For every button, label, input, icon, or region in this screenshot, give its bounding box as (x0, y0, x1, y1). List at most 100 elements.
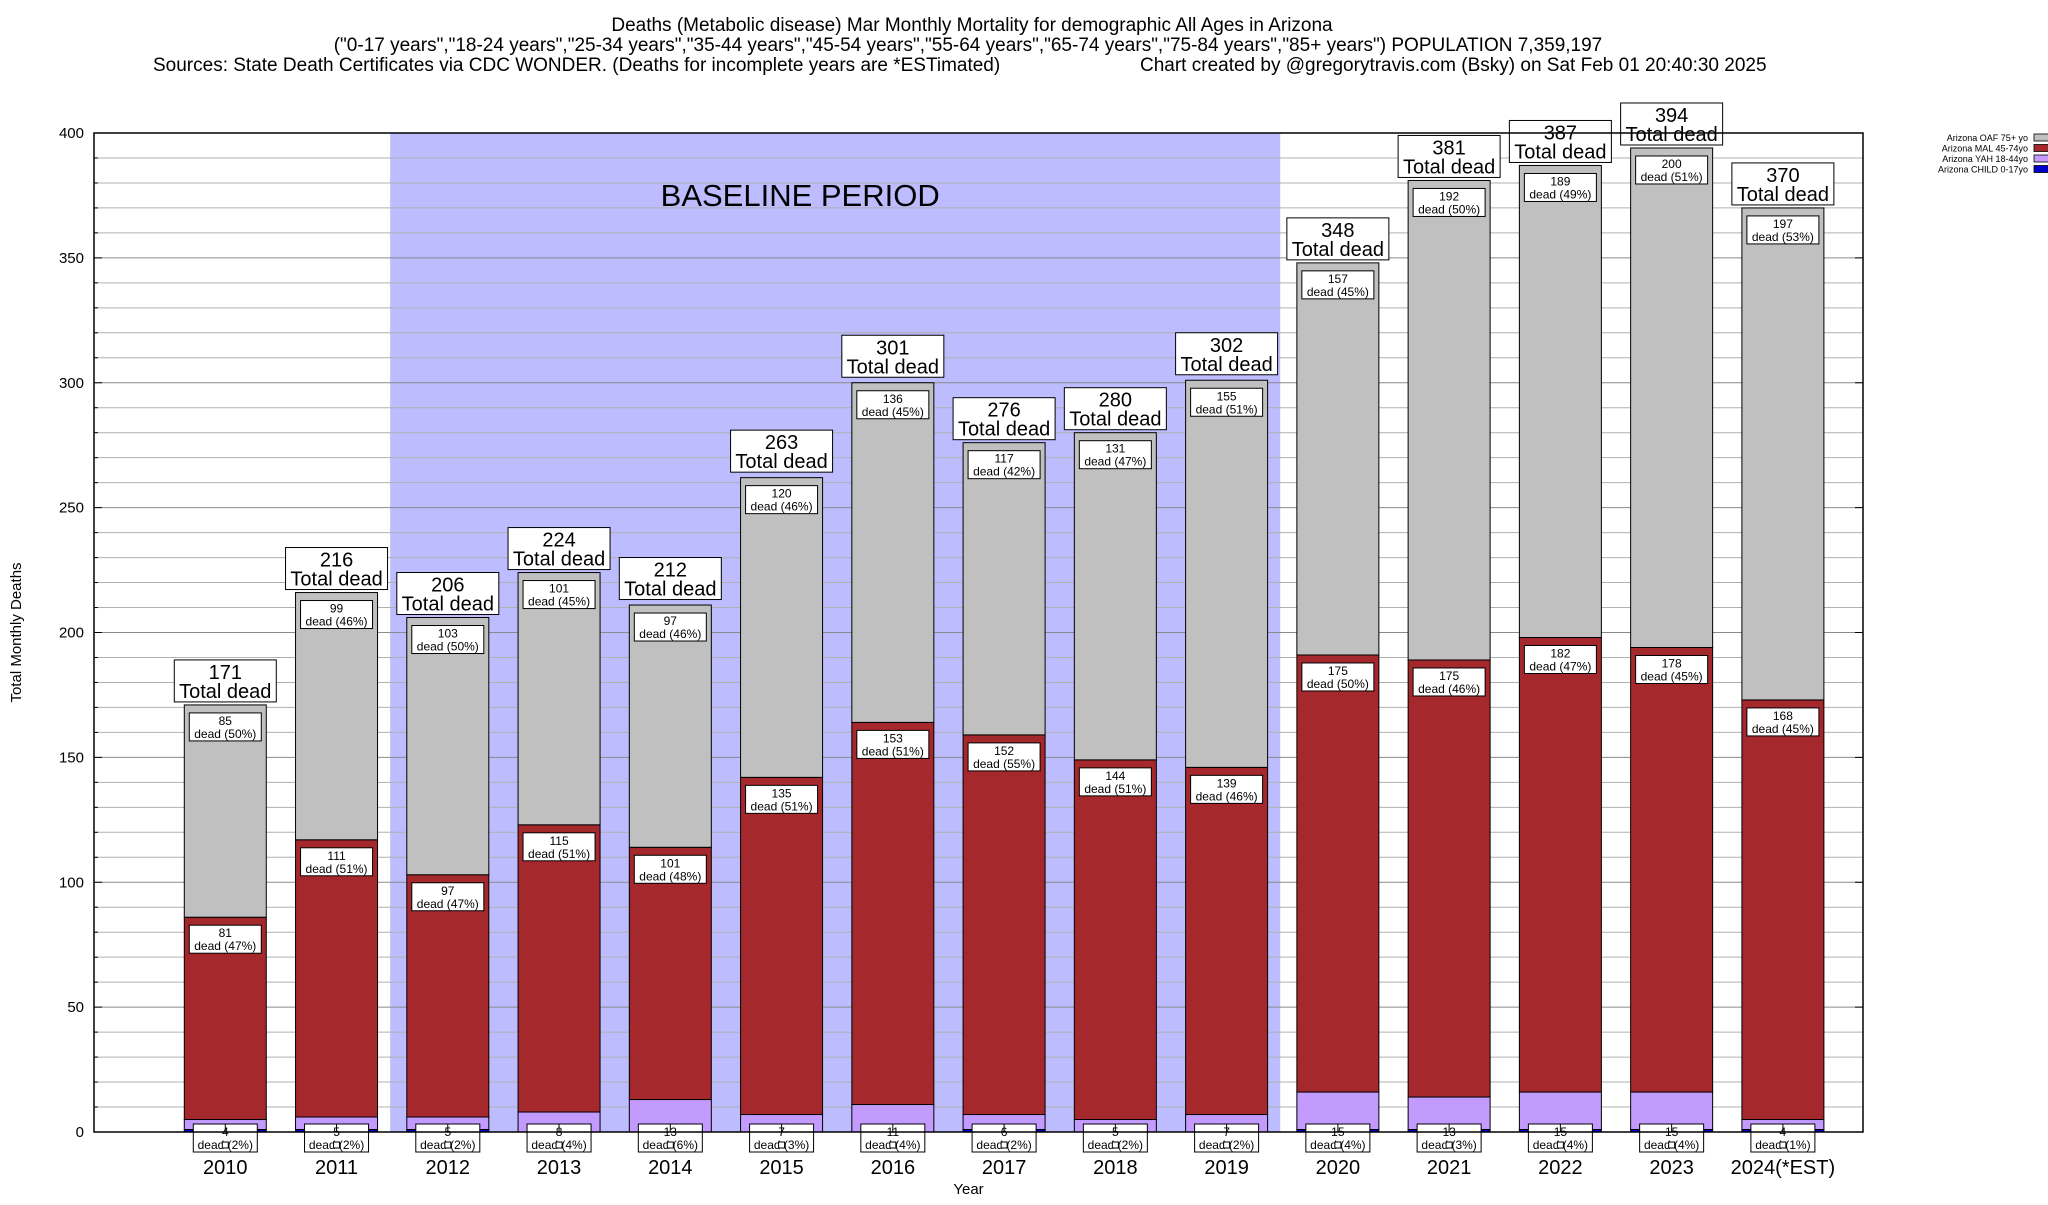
total-label-suffix: Total dead (1292, 239, 1384, 261)
label-child-marker (221, 1141, 229, 1149)
label-child-marker (1668, 1141, 1676, 1149)
total-label-box (173, 659, 277, 703)
label-mal-pct: dead (51%) (306, 862, 368, 876)
x-tick-label: 2024(*EST) (1731, 1157, 1836, 1179)
x-tick-label: 2017 (982, 1157, 1027, 1179)
total-label-suffix: Total dead (1069, 409, 1161, 431)
total-label-box (1286, 217, 1390, 261)
label-oaf-box (967, 450, 1041, 480)
label-oaf-box (1301, 270, 1375, 300)
total-label-suffix: Total dead (402, 594, 494, 616)
x-tick-label: 2013 (537, 1157, 582, 1179)
y-tick-label: 250 (59, 500, 84, 517)
title-line-3: Sources: State Death Certificates via CD… (153, 55, 1000, 76)
bar-segment-2 (406, 874, 490, 1118)
bar-segment-3 (1407, 179, 1491, 661)
bar-segment-2 (1073, 759, 1157, 1121)
bar-segment-2 (851, 721, 935, 1106)
label-oaf-pct: dead (42%) (973, 465, 1035, 479)
y-tick-label: 400 (59, 125, 84, 142)
label-mal-pct: dead (50%) (1307, 677, 1369, 691)
label-mal-pct: dead (47%) (194, 939, 256, 953)
y-tick-label: 350 (59, 250, 84, 267)
label-oaf-pct: dead (46%) (306, 615, 368, 629)
bar-segment-3 (851, 382, 935, 723)
label-oaf-pct: dead (47%) (1084, 455, 1146, 469)
label-mal-pct: dead (55%) (973, 757, 1035, 771)
label-oaf-count: 101 (549, 582, 569, 596)
label-mal-count: 97 (441, 884, 455, 898)
bar-segment-3 (740, 477, 824, 778)
bar-segment-2 (1185, 766, 1269, 1116)
x-tick-label: 2015 (759, 1157, 804, 1179)
baseline-period-label: BASELINE PERIOD (661, 178, 940, 213)
label-oaf-box (745, 485, 819, 515)
bar-segment-3 (1073, 432, 1157, 761)
total-label-suffix: Total dead (1737, 184, 1829, 206)
label-child-marker (778, 1141, 786, 1149)
bar-segment-2 (1296, 654, 1380, 1093)
y-tick-label: 300 (59, 375, 84, 392)
label-oaf-box (633, 612, 707, 642)
total-label-value: 370 (1766, 165, 1799, 187)
label-oaf-count: 120 (772, 487, 792, 501)
bar-segment-2 (1518, 636, 1602, 1093)
label-child-marker (1000, 1141, 1008, 1149)
total-label-box (507, 527, 611, 571)
label-oaf-count: 85 (219, 714, 233, 728)
y-axis-label: Total Monthly Deaths (8, 562, 25, 702)
label-oaf-count: 103 (438, 627, 458, 641)
label-oaf-count: 117 (995, 452, 1014, 466)
bar-segment-3 (1185, 379, 1269, 768)
total-label-value: 212 (654, 560, 687, 582)
label-mal-box (1301, 662, 1375, 692)
chart-title: Deaths (Metabolic disease) Mar Monthly M… (153, 15, 1767, 76)
label-mal-box (1190, 774, 1264, 804)
label-oaf-box (188, 712, 262, 742)
label-mal-count: 178 (1662, 656, 1682, 670)
x-tick-label: 2019 (1204, 1157, 1249, 1179)
total-label-box (841, 334, 945, 378)
bar-segment-2 (962, 734, 1046, 1116)
label-mal-pct: dead (51%) (528, 847, 590, 861)
x-tick-label: 2016 (871, 1157, 916, 1179)
total-label-suffix: Total dead (1625, 124, 1717, 146)
label-oaf-pct: dead (46%) (639, 627, 701, 641)
label-child-marker (1334, 1141, 1342, 1149)
label-mal-count: 152 (994, 744, 1014, 758)
x-tick-label: 2021 (1427, 1157, 1472, 1179)
total-label-box (1731, 162, 1835, 206)
total-label-suffix: Total dead (958, 419, 1050, 441)
bars (183, 147, 1825, 1133)
total-label-suffix: Total dead (1180, 354, 1272, 376)
label-mal-pct: dead (47%) (1529, 659, 1591, 673)
total-label-value: 206 (431, 575, 464, 597)
x-tick-label: 2018 (1093, 1157, 1138, 1179)
total-label-value: 276 (987, 400, 1020, 422)
x-axis-label: Year (953, 1181, 983, 1198)
label-mal-pct: dead (45%) (1752, 722, 1814, 736)
total-label-suffix: Total dead (513, 549, 605, 571)
total-label-box (1620, 102, 1724, 146)
total-label-value: 301 (876, 337, 909, 359)
